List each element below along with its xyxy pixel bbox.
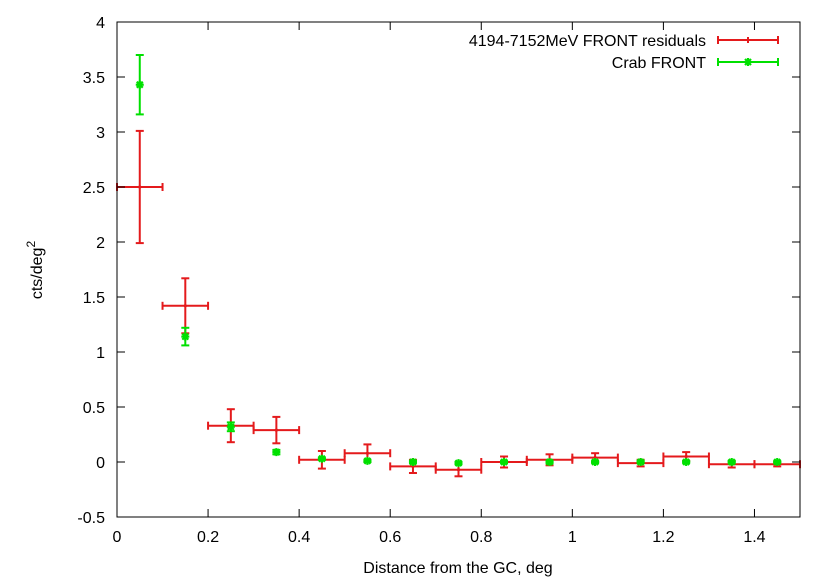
crab-point [545,458,554,466]
y-axis-label-superscript: 2 [24,241,38,248]
x-tick-label: 1.2 [652,529,674,546]
plot-frame [116,21,801,518]
legend-entry-1: 4194-7152MeV FRONT residuals [469,33,779,50]
crab-point [181,326,190,347]
legend-entry-2: Crab FRONT [612,55,779,72]
crab-point [591,458,600,466]
y-tick-label: 2.5 [83,180,105,197]
crab-point [135,54,144,116]
series-2 [135,54,782,468]
x-axis-label: Distance from the GC, deg [363,560,552,577]
point-marker [183,304,187,308]
point-marker [274,428,278,432]
point-marker [365,451,370,455]
crab-point [727,458,736,466]
crab-point [682,458,691,466]
legend-label: Crab FRONT [612,55,706,72]
crab-point [363,456,372,465]
point-marker [456,468,461,472]
axes: 0 0.2 0.4 0.6 0.8 1 1.2 1.4 -0.5 0 0.5 1 1.5 2 2.5 3 3.5… [77,15,800,546]
residual-point [343,443,392,463]
crab-point [272,448,281,457]
y-tick-label: 1.5 [83,290,105,307]
residual-point [389,458,437,474]
y-tick-label: 1 [96,345,105,362]
point-marker [138,185,142,189]
x-tick-label: 0.2 [197,529,219,546]
x-tick-label: 1 [568,529,577,546]
y-tick-label: -0.5 [77,510,105,527]
y-axis-label: cts/deg2 [24,241,46,300]
x-tick-label: 0.6 [379,529,401,546]
crab-point [773,458,782,466]
x-tick-label: 0.4 [288,529,310,546]
crab-point [500,458,509,466]
y-tick-label: 3.5 [83,70,105,87]
crab-point [226,421,235,433]
crab-point [317,454,326,463]
point-marker [684,454,688,459]
crab-point [408,458,417,466]
x-tick-label: 0 [113,529,122,546]
residual-point [252,415,301,445]
y-tick-label: 3 [96,125,105,142]
data-marks [116,54,801,478]
crab-point [454,459,463,468]
y-tick-label: 4 [96,15,105,32]
y-tick-label: 0.5 [83,400,105,417]
y-tick-label: 0 [96,455,105,472]
x-tick-label: 0.8 [470,529,492,546]
legend: 4194-7152MeV FRONT residuals Crab FRONT [469,33,779,72]
legend-label: 4194-7152MeV FRONT residuals [469,33,706,50]
crab-point [636,458,645,466]
y-tick-label: 2 [96,235,105,252]
residual-point [116,129,164,245]
y-axis-label-main: cts/deg [29,248,46,300]
x-tick-label: 1.4 [743,529,765,546]
